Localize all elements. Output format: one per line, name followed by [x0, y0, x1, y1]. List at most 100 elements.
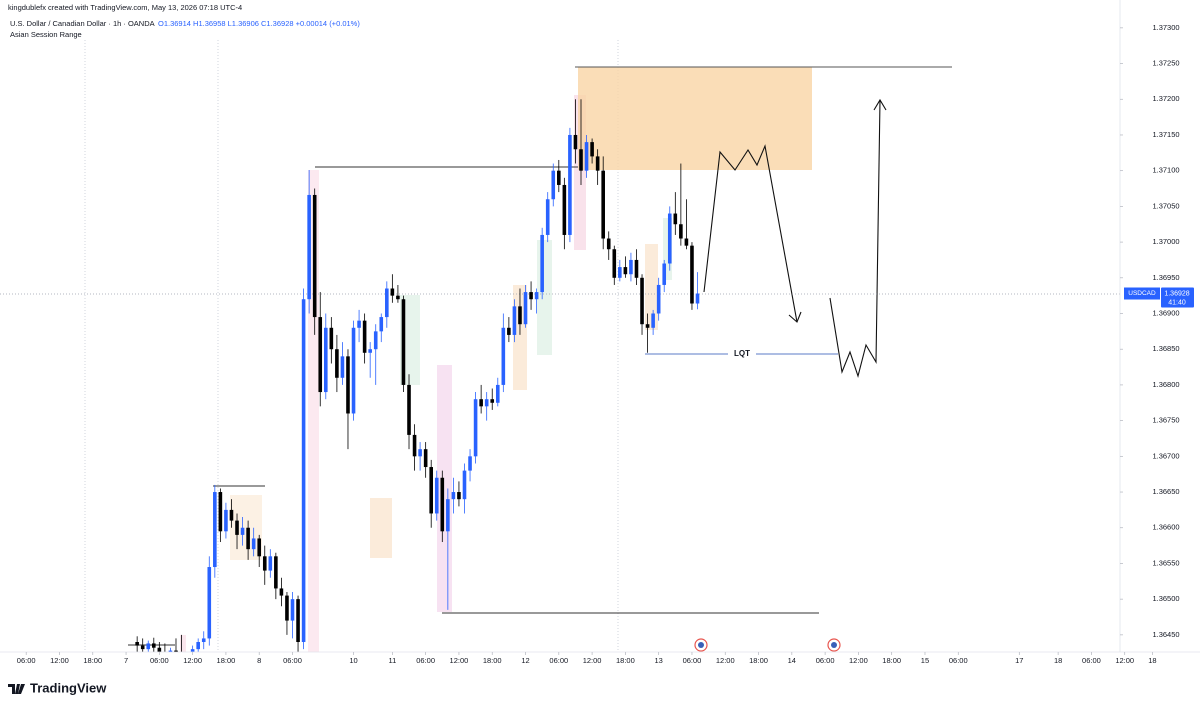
candle-body: [168, 650, 173, 652]
symbol-tag-label: USDCAD: [1128, 290, 1156, 297]
candle-body: [379, 317, 384, 332]
candle-body: [423, 449, 428, 468]
candle-body: [385, 288, 389, 318]
x-tick-label: 7: [124, 656, 128, 665]
candle-body: [501, 327, 506, 385]
x-tick-label: 13: [655, 656, 663, 665]
candle-body: [462, 470, 467, 500]
x-tick-label: 06:00: [416, 656, 435, 665]
candle-body: [584, 142, 589, 171]
candle-body: [323, 327, 328, 393]
candle-body: [224, 509, 228, 532]
candle-body: [412, 434, 417, 457]
candle-body: [457, 492, 461, 500]
brand-name: TradingView: [30, 680, 107, 695]
candle-body: [396, 295, 400, 300]
candle-body: [257, 538, 262, 557]
candle-body: [479, 399, 483, 407]
candle-body: [579, 149, 583, 171]
candle-body: [401, 299, 406, 385]
chart-title: U.S. Dollar / Canadian Dollar · 1h · OAN…: [10, 19, 155, 28]
candle-body: [473, 399, 478, 457]
x-tick-label: 18:00: [217, 656, 236, 665]
x-tick-label: 14: [788, 656, 796, 665]
x-tick-label: 18:00: [882, 656, 901, 665]
candle-body: [335, 349, 339, 378]
y-tick-label: 1.36850: [1152, 344, 1179, 353]
candle-body: [495, 384, 500, 403]
y-tick-label: 1.37250: [1152, 59, 1179, 68]
candle-body: [634, 259, 639, 278]
candle-body: [262, 556, 267, 571]
x-tick-label: 06:00: [150, 656, 169, 665]
x-tick-label: 12:00: [450, 656, 469, 665]
x-tick-label: 06:00: [683, 656, 702, 665]
candle-body: [268, 556, 273, 571]
candle-body: [190, 649, 195, 652]
candle-body: [390, 288, 395, 296]
y-tick-label: 1.36450: [1152, 630, 1179, 639]
candle-body: [573, 134, 578, 150]
candle-body: [140, 645, 145, 650]
candle-body: [551, 170, 556, 200]
event-icons: [694, 638, 841, 652]
x-tick-label: 12:00: [583, 656, 602, 665]
x-tick-label: 06:00: [1082, 656, 1101, 665]
candle-body: [612, 249, 617, 278]
x-tick-label: 06:00: [17, 656, 36, 665]
candle-body: [590, 142, 594, 157]
lqt-label: LQT: [734, 349, 750, 358]
candle-body: [146, 643, 151, 650]
projection-arrows: [703, 98, 887, 378]
x-tick-label: 12:00: [1115, 656, 1134, 665]
price-tag-label: 1.36928: [1164, 290, 1189, 297]
candle-body: [274, 556, 278, 589]
y-tick-label: 1.37300: [1152, 23, 1179, 32]
candle-body: [368, 349, 372, 353]
y-tick-label: 1.37150: [1152, 130, 1179, 139]
candle-body: [673, 213, 678, 225]
y-tick-label: 1.36800: [1152, 380, 1179, 389]
candle-body: [512, 306, 517, 335]
candle-body: [662, 263, 667, 285]
x-tick-label: 10: [349, 656, 357, 665]
candle-body: [240, 527, 245, 535]
y-tick-label: 1.36700: [1152, 451, 1179, 460]
candle-body: [285, 595, 289, 621]
candle-body: [229, 509, 234, 521]
x-tick-label: 12:00: [716, 656, 735, 665]
candle-body: [251, 538, 256, 550]
candle-body: [174, 650, 178, 652]
y-tick-label: 1.36750: [1152, 416, 1179, 425]
x-tick-label: 18:00: [749, 656, 768, 665]
x-tick-label: 06:00: [549, 656, 568, 665]
candle-body: [518, 306, 522, 325]
x-tick-label: 06:00: [949, 656, 968, 665]
candle-body: [279, 588, 284, 596]
candles: [135, 99, 700, 652]
candle-body: [218, 492, 223, 532]
y-tick-label: 1.37000: [1152, 237, 1179, 246]
drawing-lines: [128, 66, 952, 646]
candle-body: [235, 520, 239, 535]
candle-body: [196, 642, 200, 650]
y-tick-label: 1.37200: [1152, 94, 1179, 103]
candle-body: [545, 199, 550, 235]
candle-body: [429, 467, 434, 514]
candle-body: [568, 134, 572, 235]
y-tick-label: 1.36500: [1152, 594, 1179, 603]
symbol-tag: [1124, 287, 1160, 300]
candle-body: [346, 356, 350, 414]
candle-body: [601, 170, 605, 239]
candle-body: [157, 647, 162, 652]
y-tick-label: 1.36650: [1152, 487, 1179, 496]
x-tick-label: 18:00: [83, 656, 102, 665]
candle-body: [540, 234, 544, 293]
candle-body: [562, 184, 567, 235]
candle-body: [362, 320, 367, 353]
x-tick-label: 12:00: [183, 656, 202, 665]
y-tick-label: 1.36900: [1152, 308, 1179, 317]
x-tick-label: 12:00: [50, 656, 69, 665]
candle-body: [667, 213, 672, 264]
